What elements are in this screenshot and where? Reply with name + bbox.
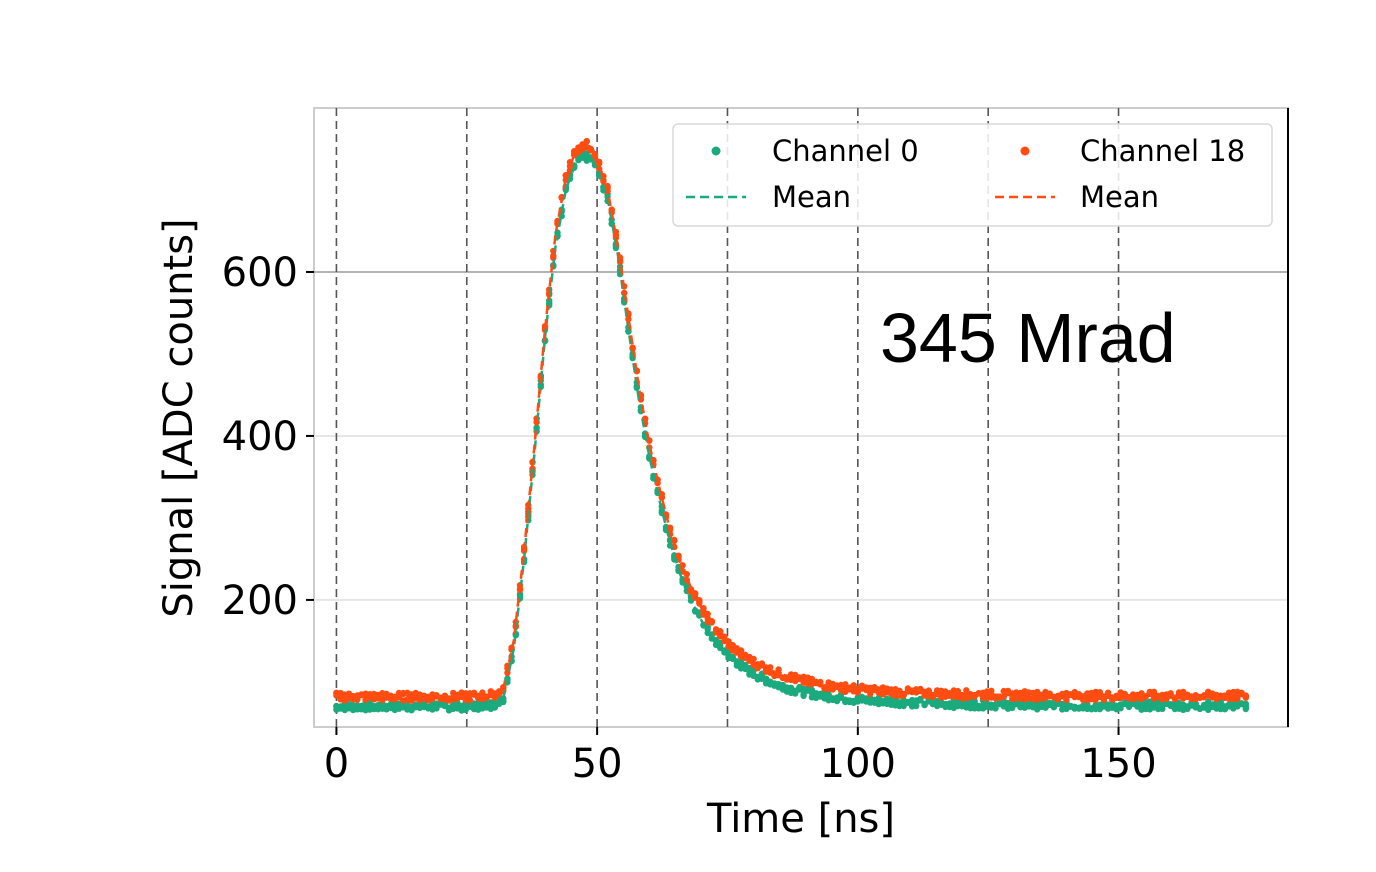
data-point-channel-18 [658,494,665,501]
y-axis-title: Signal [ADC counts] [156,218,202,617]
data-point-channel-18 [1096,689,1104,696]
x-tick-label: 50 [572,741,623,787]
legend-marker-channel-0 [711,146,721,156]
y-tick-label: 600 [222,250,298,296]
data-point-channel-18 [479,689,486,696]
legend-label-mean-0: Mean [772,180,851,214]
legend-marker-channel-18 [1020,146,1030,156]
x-axis-title: Time [ns] [706,796,895,842]
data-point-channel-0 [917,696,924,703]
x-tick-label: 100 [820,741,896,787]
data-point-channel-18 [1150,688,1158,695]
data-point-channel-0 [992,705,999,712]
grid-layer [314,271,1288,601]
data-point-channel-0 [500,696,507,704]
data-point-channel-18 [600,176,607,184]
x-tick-label: 150 [1080,741,1156,787]
dose-annotation: 345 Mrad [880,299,1176,377]
data-point-channel-0 [658,507,665,514]
mean-line-channel-0 [336,155,1249,708]
data-point-channel-18 [1000,693,1007,700]
data-point-channel-18 [466,696,474,704]
data-point-channel-0 [913,702,920,710]
data-point-channel-18 [963,687,970,694]
mean-lines [336,143,1249,708]
data-point-channel-18 [1104,689,1112,696]
x-axis-ticks: 0 50 100 150 [324,727,1157,787]
y-axis-ticks: 200 400 600 [222,250,314,624]
data-point-channel-18 [679,562,686,569]
legend-box [672,123,1273,227]
data-point-channel-18 [721,633,728,640]
data-point-channel-0 [1159,705,1166,712]
data-point-channel-0 [646,453,653,460]
y-tick-label: 200 [222,578,298,624]
data-point-channel-18 [767,664,774,671]
legend-label-mean-18: Mean [1080,180,1159,214]
data-point-channel-18 [1063,696,1070,703]
legend-label-channel-18: Channel 18 [1080,134,1245,168]
x-tick-label: 0 [324,741,349,787]
y-tick-label: 400 [222,414,298,460]
data-point-channel-18 [583,138,590,145]
mean-line-channel-18 [336,143,1249,698]
legend-label-channel-0: Channel 0 [772,134,919,168]
data-point-channel-18 [850,682,857,689]
data-point-channel-0 [800,692,807,699]
legend: Channel 0 Mean Channel 18 Mean [672,123,1273,227]
data-point-channel-18 [1234,695,1241,702]
data-point-channel-18 [1167,690,1174,697]
data-point-channel-18 [775,666,782,673]
